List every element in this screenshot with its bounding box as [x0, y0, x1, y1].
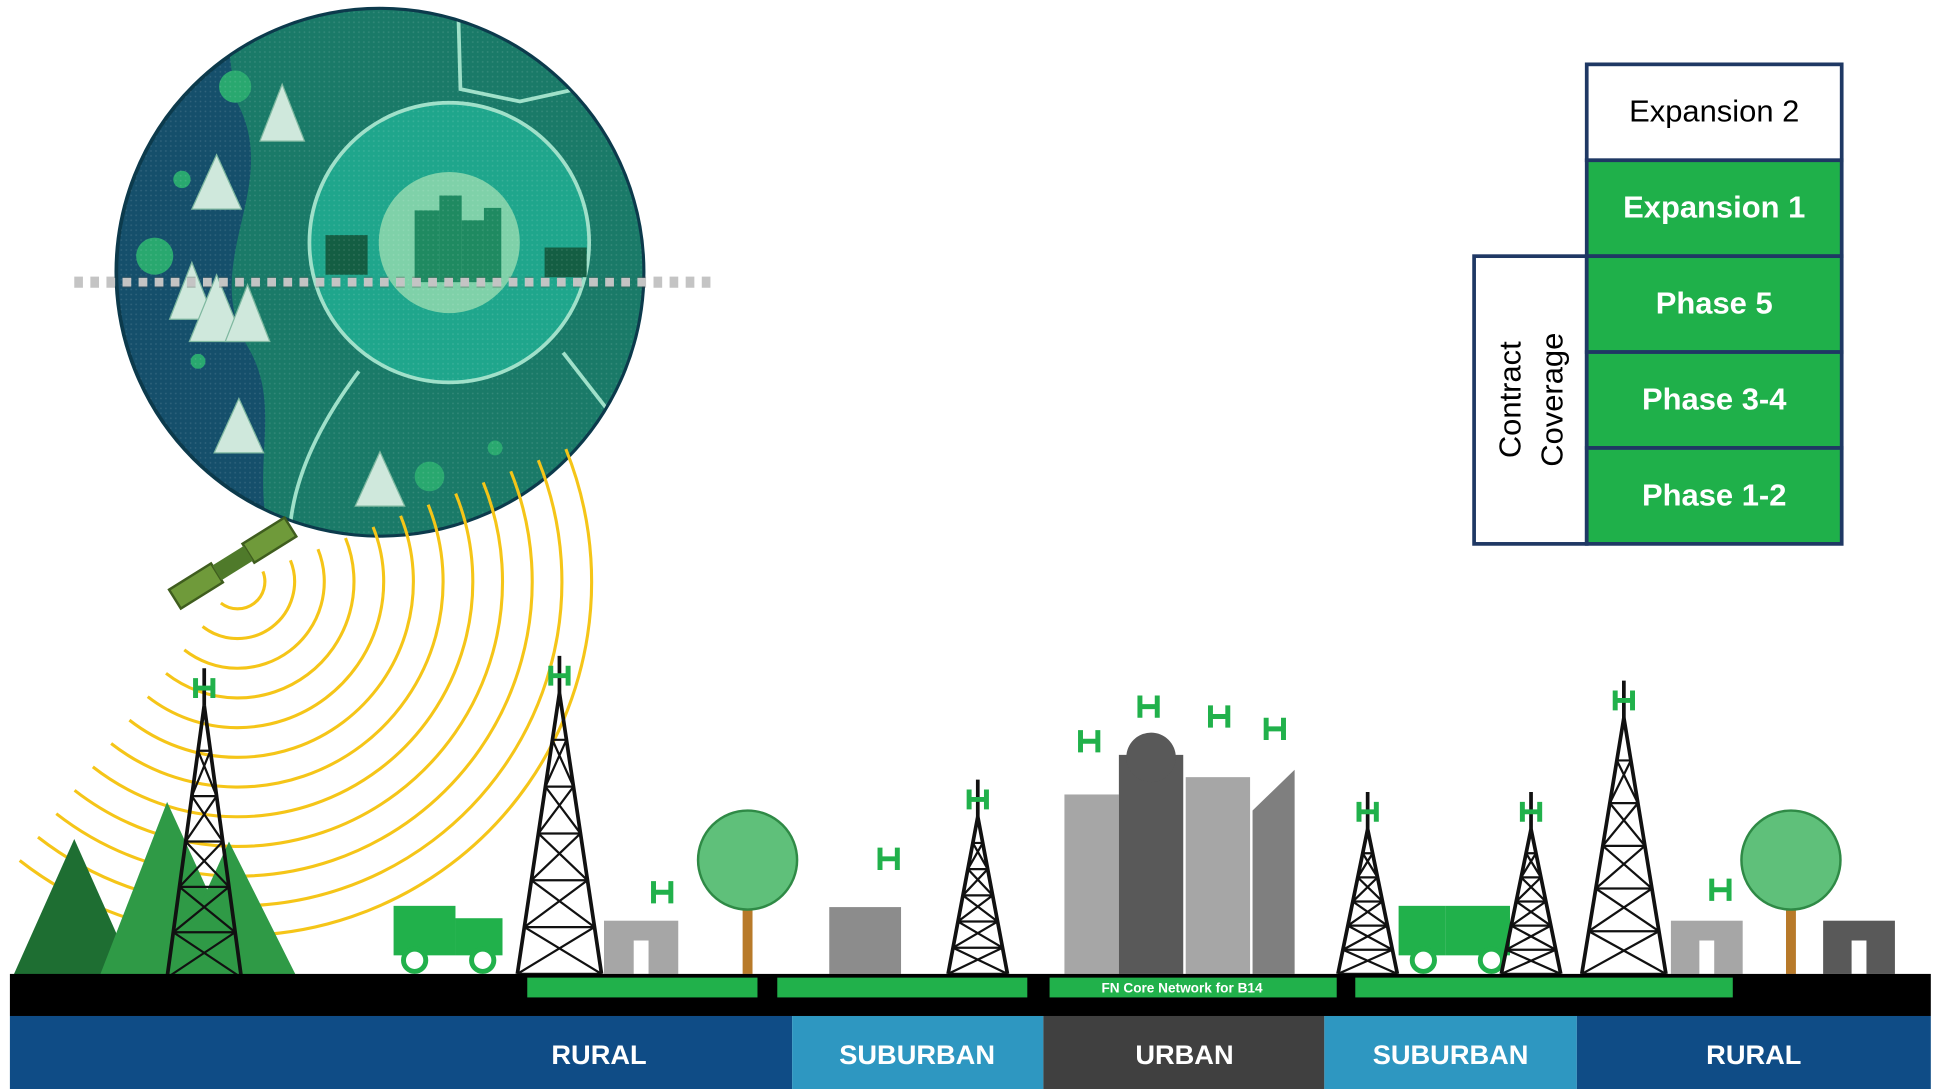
- signal-arc: [165, 537, 356, 700]
- signal-arc: [201, 559, 297, 641]
- tower-brace: [1520, 852, 1542, 879]
- antenna: [1709, 878, 1732, 901]
- signal-arc: [128, 515, 415, 759]
- antenna: [1137, 695, 1160, 718]
- legend-label: Phase 3-4: [1642, 381, 1787, 416]
- signal-arc: [91, 492, 475, 819]
- legend-label: Phase 1-2: [1642, 477, 1786, 512]
- towers: [165, 655, 1732, 979]
- tower-brace: [1601, 802, 1646, 847]
- bracket-box: [1472, 254, 1589, 546]
- tower-brace: [1361, 828, 1374, 855]
- tower-brace: [537, 785, 582, 835]
- tower: [165, 668, 244, 979]
- legend-box: [1584, 62, 1844, 163]
- network-label: FN Core Network for B14: [1101, 980, 1263, 995]
- legend-label: Expansion 1: [1623, 190, 1805, 225]
- tower-brace: [196, 705, 212, 752]
- tower: [1499, 792, 1563, 976]
- tower: [515, 655, 604, 976]
- legend: Expansion 2 Expansion 1 Phase 5 Phase 3-4 Ph…: [1472, 62, 1844, 546]
- zone-band: [792, 1015, 1044, 1089]
- legend-label: Expansion 2: [1629, 94, 1799, 129]
- tower-brace: [1356, 852, 1379, 879]
- antenna: [966, 789, 989, 810]
- legend-label: Phase 5: [1656, 286, 1773, 321]
- signal-arc: [183, 548, 326, 670]
- trees: [696, 809, 1842, 974]
- zone-label: SUBURBAN: [1373, 1039, 1529, 1070]
- tower-brace: [544, 739, 575, 788]
- legend-box: [1584, 158, 1844, 259]
- antenna: [548, 665, 571, 686]
- tower-brace: [523, 879, 596, 929]
- tower: [1579, 680, 1668, 976]
- bracket-label: Contract: [1493, 341, 1528, 458]
- tower-brace: [1581, 930, 1667, 976]
- zone-label: SUBURBAN: [839, 1039, 995, 1070]
- tower-brace: [551, 692, 568, 741]
- tower-brace: [1352, 876, 1384, 903]
- antenna: [1263, 717, 1286, 741]
- tower-brace: [178, 840, 230, 888]
- antenna: [1207, 705, 1231, 728]
- buildings: [603, 732, 1895, 974]
- bracket-label: Coverage: [1535, 333, 1570, 467]
- tower-brace: [1337, 948, 1398, 976]
- tower-brace: [1524, 828, 1538, 855]
- tower-brace: [190, 750, 218, 798]
- signal-arc: [219, 570, 267, 611]
- tower-brace: [184, 795, 224, 843]
- antenna: [651, 881, 674, 904]
- tower-brace: [516, 926, 603, 976]
- tower-brace: [1505, 924, 1557, 951]
- antenna: [1078, 730, 1101, 753]
- tower-brace: [1608, 759, 1639, 805]
- tower-brace: [1588, 887, 1660, 933]
- tower-brace: [957, 894, 999, 923]
- legend-box: [1584, 446, 1844, 546]
- signal-arc: [110, 504, 445, 789]
- tower-brace: [952, 920, 1004, 949]
- tower-brace: [1500, 948, 1562, 976]
- zone-band: [1043, 1015, 1325, 1089]
- tower-brace: [530, 832, 589, 882]
- tower-brace: [971, 816, 984, 845]
- tower-brace: [1515, 876, 1547, 903]
- zone-label: RURAL: [551, 1039, 646, 1070]
- satellite: [167, 515, 299, 611]
- trucks: [393, 905, 1510, 974]
- tower-brace: [172, 886, 236, 934]
- tower-brace: [1347, 900, 1389, 927]
- tower-brace: [947, 946, 1008, 976]
- tower-brace: [1510, 900, 1552, 927]
- tower-brace: [1342, 924, 1393, 951]
- network-bars: [527, 977, 1733, 998]
- tower-brace: [962, 868, 994, 897]
- globe: [74, 6, 712, 538]
- antenna: [1612, 690, 1636, 711]
- tower: [946, 779, 1010, 976]
- antenna: [1519, 801, 1543, 822]
- forest: [12, 801, 298, 978]
- tower-brace: [1615, 717, 1632, 762]
- tower-brace: [1595, 844, 1653, 890]
- antenna: [877, 847, 900, 870]
- tower-brace: [966, 842, 989, 871]
- legend-box: [1584, 350, 1844, 450]
- zone-band: [1576, 1015, 1931, 1089]
- antenna: [1356, 801, 1379, 822]
- antenna: [193, 678, 216, 698]
- tower: [1336, 792, 1400, 976]
- zone-band: [9, 1015, 793, 1089]
- zone-label: RURAL: [1706, 1039, 1801, 1070]
- zone-bar: RURAL SUBURBAN URBAN SUBURBAN RURAL: [9, 1015, 1931, 1089]
- zone-band: [1324, 1015, 1577, 1089]
- signal-arc: [146, 526, 386, 730]
- zone-label: URBAN: [1135, 1039, 1233, 1070]
